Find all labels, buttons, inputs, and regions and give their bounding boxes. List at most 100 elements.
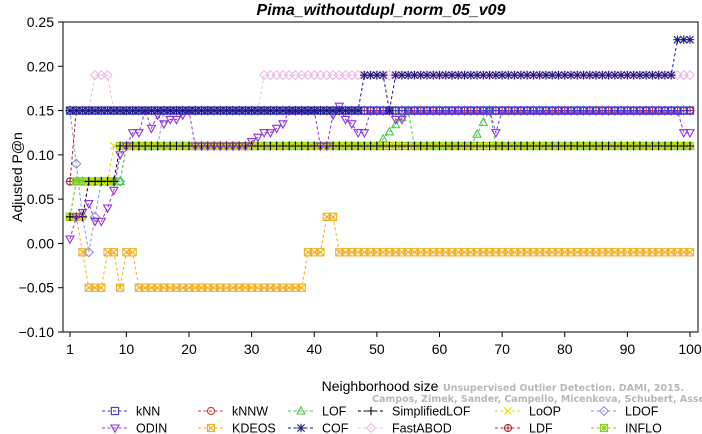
point-cof xyxy=(447,70,457,80)
legend-label-ldof: LDOF xyxy=(625,405,659,419)
point-cof xyxy=(472,70,482,80)
point-odin xyxy=(96,217,107,227)
point-cof xyxy=(510,70,519,80)
point-knn xyxy=(573,106,582,115)
point-odin xyxy=(603,107,614,116)
point-odin xyxy=(396,115,407,125)
point-cof xyxy=(247,106,256,115)
point-knn xyxy=(529,106,538,115)
point-odin xyxy=(371,107,382,116)
point-knn xyxy=(454,106,463,115)
legend-marker-knn xyxy=(110,406,120,416)
point-knn xyxy=(366,106,375,115)
point-odin xyxy=(584,107,595,116)
point-cof xyxy=(197,106,206,115)
point-odin xyxy=(65,235,75,245)
point-knn xyxy=(554,106,563,115)
point-odin xyxy=(484,107,495,116)
point-odin xyxy=(321,142,332,152)
point-cof xyxy=(591,70,601,80)
legend-item-loop: LoOP xyxy=(495,405,561,419)
point-cof xyxy=(84,106,93,115)
legend-marker-ldof xyxy=(598,405,610,417)
legend-label-inflo: INFLO xyxy=(625,422,662,434)
point-odin xyxy=(133,129,144,139)
point-cof xyxy=(403,70,413,80)
point-cof xyxy=(153,106,162,115)
point-cof xyxy=(391,70,400,80)
point-odin xyxy=(271,124,282,134)
point-cof xyxy=(103,106,112,115)
point-cof xyxy=(109,106,119,115)
point-odin xyxy=(221,142,232,152)
point-lof xyxy=(115,176,126,185)
point-odin xyxy=(108,186,119,196)
point-cof xyxy=(535,70,544,80)
point-odin xyxy=(553,107,564,116)
point-cof xyxy=(159,106,169,115)
point-knn xyxy=(422,106,432,115)
point-cof xyxy=(522,70,532,80)
point-odin xyxy=(209,142,219,152)
point-cof xyxy=(335,106,344,115)
legend-item-knnw: kNNW xyxy=(198,405,268,419)
point-knn xyxy=(629,106,638,115)
point-knn xyxy=(679,106,688,115)
point-knn xyxy=(548,106,557,115)
legend-marker-ldf xyxy=(503,423,513,433)
point-cof xyxy=(310,106,319,115)
y-tick-label: 0.00 xyxy=(27,235,54,251)
point-cof xyxy=(115,106,125,115)
point-ldof xyxy=(71,158,82,169)
legend-item-cof: COF xyxy=(288,422,349,434)
point-cof xyxy=(485,70,494,80)
point-odin xyxy=(434,107,445,116)
point-cof xyxy=(360,70,369,80)
point-knn xyxy=(404,106,413,115)
point-odin xyxy=(359,129,370,139)
point-odin xyxy=(422,107,432,116)
point-knn xyxy=(435,106,444,115)
point-odin xyxy=(497,107,508,116)
point-cof xyxy=(641,70,651,80)
point-kdeos xyxy=(328,212,338,222)
point-knn xyxy=(660,106,670,115)
point-odin xyxy=(146,124,157,134)
legend-label-fastabod: FastABOD xyxy=(392,422,452,434)
point-cof xyxy=(479,70,488,80)
point-odin xyxy=(616,107,627,116)
point-odin xyxy=(265,129,276,139)
point-cof xyxy=(241,106,250,115)
point-odin xyxy=(428,107,439,116)
series-line-loop xyxy=(70,145,690,218)
series-line-inflo xyxy=(69,145,690,217)
point-odin xyxy=(685,129,695,139)
point-cof xyxy=(667,70,676,80)
point-odin xyxy=(534,107,545,116)
point-cof xyxy=(541,70,551,80)
legend-marker-odin xyxy=(110,424,120,434)
point-odin xyxy=(365,107,376,116)
point-odin xyxy=(472,107,483,116)
legend: kNN kNNW LOF SimplifiedLOF LoOP LDOF ODIN KDEOS… xyxy=(102,405,662,434)
point-odin xyxy=(509,107,520,116)
x-tick-label: 30 xyxy=(244,341,260,357)
point-knn xyxy=(466,106,475,115)
point-cof xyxy=(322,106,331,115)
point-cof xyxy=(416,70,425,80)
point-knn xyxy=(523,106,532,115)
point-odin xyxy=(634,107,645,116)
point-kdeos xyxy=(78,248,87,257)
point-odin xyxy=(672,107,683,116)
point-simplifiedlof xyxy=(685,141,695,151)
legend-item-lof: LOF xyxy=(288,405,347,419)
point-odin xyxy=(609,107,620,116)
point-odin xyxy=(409,107,420,116)
point-knn xyxy=(491,106,501,115)
point-cof xyxy=(90,106,100,115)
legend-label-cof: COF xyxy=(322,422,349,434)
point-cof xyxy=(410,70,419,80)
legend-label-odin: ODIN xyxy=(136,422,167,434)
legend-item-odin: ODIN xyxy=(102,422,167,434)
